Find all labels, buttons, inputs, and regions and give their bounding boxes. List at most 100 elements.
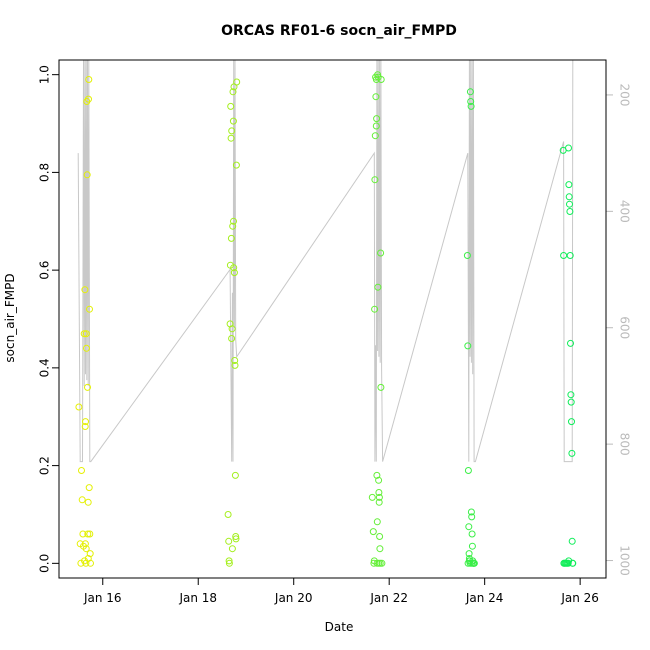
data-point (78, 467, 85, 474)
data-point (464, 467, 472, 474)
chart-title: ORCAS RF01-6 socn_air_FMPD (221, 23, 457, 39)
data-point (81, 557, 88, 565)
x-tick-label: Jan 22 (369, 591, 408, 605)
y-tick-label: 1.0 (38, 65, 52, 84)
axes-layer: Jan 16 Jan 18 Jan 20 Jan 22 Jan 24 Jan 26 0.0 0… (38, 65, 632, 605)
data-point (565, 181, 573, 189)
data-point (468, 559, 476, 567)
data-point (373, 471, 381, 479)
pressure-line-layer (77, 59, 574, 463)
data-point (375, 476, 383, 484)
data-point (232, 161, 240, 169)
data-point (566, 208, 574, 215)
data-point (567, 398, 575, 406)
data-point (75, 403, 83, 411)
data-point (467, 102, 475, 110)
y-tick-label: 0.2 (38, 456, 52, 475)
data-point (225, 537, 233, 545)
data-point (231, 361, 239, 369)
data-point (373, 115, 381, 123)
data-point (375, 498, 383, 506)
data-point (373, 518, 381, 526)
data-point (565, 193, 573, 201)
y-tick-label: 0.4 (38, 358, 52, 377)
data-point (372, 122, 380, 130)
data-point (225, 559, 233, 567)
data-point (465, 550, 473, 558)
data-point (378, 559, 386, 567)
data-point (567, 339, 574, 347)
data-point (371, 176, 379, 184)
data-point (568, 537, 576, 545)
data-point (371, 305, 379, 313)
data-point (565, 144, 572, 152)
data-point (83, 344, 90, 352)
data-point (465, 557, 473, 565)
data-point (84, 530, 92, 538)
right-tick-label: 1000 (618, 545, 632, 576)
data-point (82, 545, 90, 553)
data-point (373, 559, 381, 567)
data-point (84, 383, 91, 391)
data-point (463, 252, 471, 259)
data-point (83, 171, 91, 179)
data-point (465, 523, 473, 531)
data-point (225, 557, 233, 565)
data-point (368, 493, 376, 501)
data-point (568, 418, 575, 426)
data-point (229, 88, 237, 96)
data-point (230, 217, 237, 225)
data-point (77, 559, 85, 567)
data-point (467, 508, 475, 516)
right-tick-label: 600 (618, 316, 632, 339)
data-point (466, 88, 474, 96)
data-point (232, 533, 240, 540)
data-point (85, 484, 93, 492)
data-point (376, 545, 384, 553)
data-point (82, 418, 89, 426)
data-point (231, 357, 239, 364)
data-points-layer (75, 71, 577, 567)
data-point (566, 200, 573, 208)
data-point (232, 535, 240, 543)
data-point (85, 95, 92, 103)
data-point (560, 252, 568, 259)
data-point (228, 325, 236, 333)
y-tick-label: 0.6 (38, 261, 52, 280)
data-point (231, 471, 239, 479)
data-point (467, 98, 475, 105)
data-point (374, 283, 382, 291)
y-axis-label: socn_air_FMPD (3, 273, 17, 362)
data-point (81, 286, 89, 294)
data-point (82, 330, 90, 338)
data-point (468, 513, 476, 521)
data-point (79, 530, 87, 538)
data-point (371, 132, 379, 140)
x-axis-label: Date (325, 620, 354, 634)
data-point (369, 528, 377, 536)
x-tick-label: Jan 26 (560, 591, 599, 605)
data-point (377, 383, 385, 391)
data-point (372, 76, 380, 83)
data-point (464, 342, 472, 350)
data-point (233, 78, 241, 86)
data-point (375, 493, 383, 501)
data-point (230, 269, 238, 277)
data-point (224, 511, 232, 518)
data-point (228, 335, 236, 342)
data-point (566, 252, 574, 259)
data-point (376, 533, 384, 540)
data-point (230, 264, 238, 272)
data-point (86, 305, 93, 313)
x-tick-label: Jan 24 (465, 591, 504, 605)
data-point (228, 127, 236, 135)
x-tick-label: Jan 16 (83, 591, 122, 605)
data-point (377, 76, 385, 83)
x-tick-label: Jan 20 (274, 591, 313, 605)
data-point (78, 496, 86, 504)
data-point (372, 93, 380, 101)
data-point (84, 498, 92, 506)
right-tick-label: 200 (618, 83, 632, 106)
y-tick-label: 0.0 (38, 554, 52, 573)
